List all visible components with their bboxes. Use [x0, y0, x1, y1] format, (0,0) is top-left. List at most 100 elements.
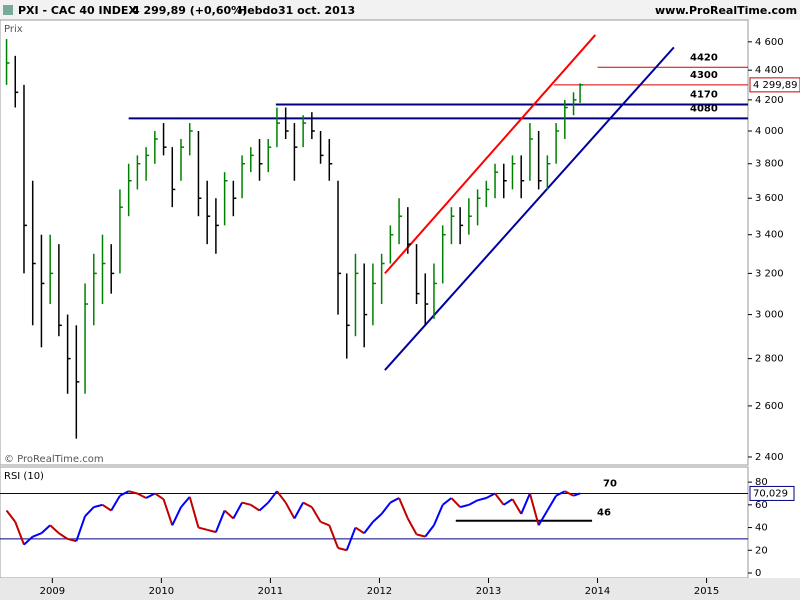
rsi-line [23, 535, 34, 546]
level-label: 4170 [690, 89, 718, 100]
rsi-line [214, 510, 226, 533]
x-tick-label: 2010 [149, 586, 174, 597]
level-label: 4420 [690, 52, 718, 63]
site: www.ProRealTime.com [655, 4, 797, 17]
y-tick-label: 2 400 [755, 452, 784, 463]
rsi-line [485, 492, 496, 499]
rsi-line [198, 526, 208, 531]
rsi-line [328, 524, 339, 549]
y-tick-label: 2 800 [755, 354, 784, 365]
y-tick-label: 3 400 [755, 230, 784, 241]
level-label: 4300 [690, 70, 718, 81]
rsi-line [128, 490, 138, 495]
rsi-tick-label: 20 [755, 545, 768, 556]
rsi-line [310, 506, 322, 523]
rsi-panel [0, 466, 749, 579]
rsi-line [145, 492, 156, 499]
rsi-line [14, 521, 25, 545]
trend-line [384, 46, 675, 371]
rsi-line [546, 495, 557, 512]
rsi-line [380, 501, 392, 515]
rsi-line [468, 499, 479, 506]
y-tick-label: 3 600 [755, 193, 784, 204]
rsi-line [337, 547, 347, 552]
y-tick-label: 4 000 [755, 126, 784, 137]
rsi-line [5, 509, 17, 523]
rsi-line [459, 503, 470, 509]
date: 31 oct. 2013 [278, 4, 355, 17]
rsi-line [511, 498, 523, 515]
rsi-tick-label: 40 [755, 523, 768, 534]
rsi-tick-label: 0 [755, 568, 761, 579]
y-tick-label: 2 600 [755, 401, 784, 412]
rsi-last-box [749, 485, 795, 501]
rsi-line [40, 524, 51, 534]
rsi-line [320, 520, 330, 527]
copyright: © ProRealTime.com [4, 454, 104, 465]
rsi-line [84, 506, 95, 517]
rsi-line [573, 492, 581, 497]
rsi-line [555, 490, 566, 497]
y-tick-label: 3 200 [755, 268, 784, 279]
x-tick-label: 2015 [694, 586, 719, 597]
rsi-line [450, 497, 461, 508]
rsi-last-label: 70,029 [753, 488, 788, 499]
rsi-line [258, 501, 269, 512]
rsi-line [537, 510, 549, 526]
rsi-line [520, 493, 531, 515]
rsi-line [389, 497, 400, 504]
rsi-line [363, 521, 374, 534]
trend-line [384, 34, 597, 275]
rsi-title: RSI (10) [4, 471, 44, 482]
y-tick-label: 4 200 [755, 95, 784, 106]
rsi-line [110, 495, 121, 512]
rsi-line [154, 492, 165, 500]
y-tick-label: 4 600 [755, 37, 784, 48]
rsi-line [354, 526, 365, 535]
rsi-line [58, 532, 69, 540]
rsi-line [223, 509, 235, 520]
rsi-line [528, 493, 540, 526]
rsi-line [250, 503, 261, 512]
x-axis-bar [0, 578, 800, 600]
quote: 4 299,89 (+0,60%) [132, 4, 247, 17]
instrument: PXI - CAC 40 INDEX [18, 4, 137, 17]
rsi-line [49, 524, 60, 534]
rsi-line [406, 517, 418, 535]
rsi-line [101, 503, 112, 512]
rsi-line [180, 496, 191, 508]
x-tick-label: 2011 [258, 586, 283, 597]
last-label: 4 299,89 [753, 80, 798, 91]
x-tick-label: 2014 [585, 586, 610, 597]
rsi-line [188, 496, 200, 528]
rsi-line [477, 497, 487, 502]
rsi-line [345, 527, 357, 551]
rsi-tick-label: 60 [755, 500, 768, 511]
rsi-line [293, 502, 305, 519]
rsi-line [284, 502, 296, 519]
rsi-line [267, 490, 278, 504]
rsi-line [503, 498, 514, 506]
y-tick-label: 3 000 [755, 310, 784, 321]
rsi-line [494, 492, 505, 506]
rsi-line [372, 513, 383, 523]
rsi-line [276, 490, 287, 504]
last-box [749, 77, 800, 93]
rsi-line [433, 504, 444, 526]
x-tick-label: 2009 [40, 586, 65, 597]
rsi-support-label: 46 [597, 508, 611, 519]
rsi-line [232, 502, 243, 519]
rsi-line [75, 515, 86, 542]
rsi-line [442, 497, 453, 506]
level-label: 4080 [690, 103, 718, 114]
rsi-line [416, 533, 426, 538]
rsi-line [119, 490, 130, 497]
rsi-line [32, 532, 42, 538]
rsi-line [136, 492, 147, 499]
rsi-line [162, 498, 174, 526]
rsi-tick-label: 80 [755, 477, 768, 488]
rsi-line [67, 537, 77, 543]
rsi-line [93, 503, 103, 509]
period: Hebdo [238, 4, 278, 17]
